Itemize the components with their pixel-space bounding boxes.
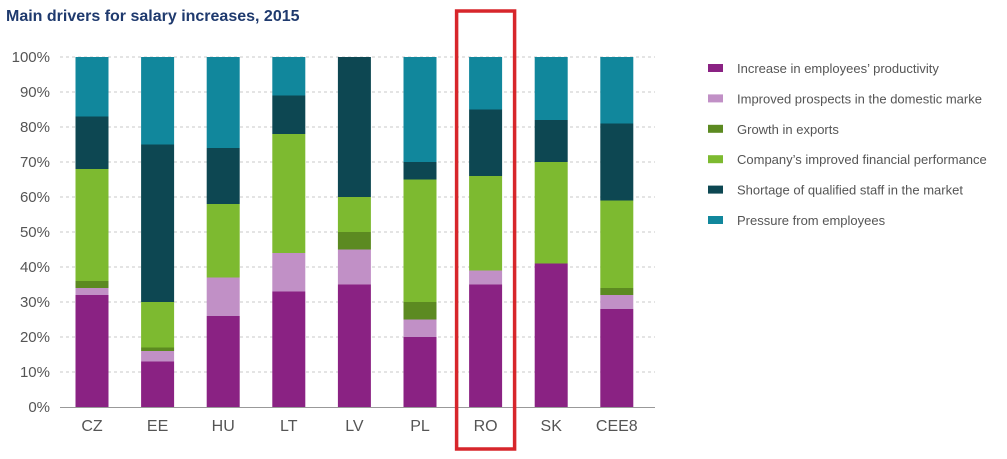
bar-ro-increase-in-employees-productivity xyxy=(469,284,503,407)
legend-label-increase-in-employees-productivity: Increase in employees’ productivity xyxy=(737,61,939,76)
bar-ee-pressure-from-employees xyxy=(141,57,175,145)
bar-sk-shortage-of-qualified-staff-in-the-market xyxy=(534,120,568,162)
y-tick-label: 10% xyxy=(20,364,50,381)
bar-pl-increase-in-employees-productivity xyxy=(403,337,437,407)
bar-lv-growth-in-exports xyxy=(337,232,371,250)
x-axis-tick-labels: CZ EE HU LT LV PL RO SK CEE8 xyxy=(81,418,637,435)
bar-pl-growth-in-exports xyxy=(403,302,437,320)
legend-swatch-company-s-improved-financial-performance xyxy=(708,155,723,164)
bar-cee8-company-s-improved-financial-performance xyxy=(600,200,634,288)
legend-swatch-pressure-from-employees xyxy=(708,216,723,224)
bar-lv-improved-prospects-in-the-domestic-marke xyxy=(337,249,371,285)
bar-ee-improved-prospects-in-the-domestic-marke xyxy=(141,351,175,362)
bar-hu-improved-prospects-in-the-domestic-marke xyxy=(206,277,240,316)
legend-swatch-increase-in-employees-productivity xyxy=(708,64,723,72)
bar-pl-shortage-of-qualified-staff-in-the-market xyxy=(403,162,437,180)
bar-cz-company-s-improved-financial-performance xyxy=(75,169,109,281)
bar-lt-shortage-of-qualified-staff-in-the-market xyxy=(272,95,306,134)
y-tick-label: 30% xyxy=(20,294,50,311)
bar-lt-improved-prospects-in-the-domestic-marke xyxy=(272,253,306,292)
bar-cee8-improved-prospects-in-the-domestic-marke xyxy=(600,295,634,309)
bar-lv-increase-in-employees-productivity xyxy=(337,284,371,407)
bar-hu-pressure-from-employees xyxy=(206,57,240,148)
x-tick-label-lt: LT xyxy=(280,418,298,435)
y-tick-label: 100% xyxy=(12,49,50,66)
y-axis-tick-labels: 0% 10% 20% 30% 40% 50% 60% 70% 80% 90% 100% xyxy=(12,49,50,416)
bar-pl-improved-prospects-in-the-domestic-marke xyxy=(403,319,437,337)
bar-lt-increase-in-employees-productivity xyxy=(272,291,306,407)
bar-pl-pressure-from-employees xyxy=(403,57,437,162)
y-tick-label: 90% xyxy=(20,84,50,101)
legend-label-shortage-of-qualified-staff-in-the-market: Shortage of qualified staff in the marke… xyxy=(737,183,963,198)
legend: Increase in employees’ productivity Impro… xyxy=(708,61,987,228)
bar-pl-company-s-improved-financial-performance xyxy=(403,179,437,302)
y-tick-label: 70% xyxy=(20,154,50,171)
bar-sk-increase-in-employees-productivity xyxy=(534,263,568,407)
y-tick-label: 0% xyxy=(28,399,50,416)
bar-ro-improved-prospects-in-the-domestic-marke xyxy=(469,270,503,285)
bar-cee8-shortage-of-qualified-staff-in-the-market xyxy=(600,123,634,201)
y-tick-label: 50% xyxy=(20,224,50,241)
legend-swatch-improved-prospects-in-the-domestic-marke xyxy=(708,94,723,103)
bar-ee-company-s-improved-financial-performance xyxy=(141,302,175,348)
x-tick-label-lv: LV xyxy=(345,418,364,435)
bars xyxy=(75,57,634,407)
legend-label-growth-in-exports: Growth in exports xyxy=(737,122,839,137)
bar-cz-improved-prospects-in-the-domestic-marke xyxy=(75,288,109,295)
bar-cz-growth-in-exports xyxy=(75,281,109,288)
y-tick-label: 80% xyxy=(20,119,50,136)
bar-hu-increase-in-employees-productivity xyxy=(206,316,240,407)
bar-ee-growth-in-exports xyxy=(141,347,175,351)
chart-title: Main drivers for salary increases, 2015 xyxy=(6,8,300,25)
legend-swatch-shortage-of-qualified-staff-in-the-market xyxy=(708,185,723,194)
bar-ro-company-s-improved-financial-performance xyxy=(469,176,503,271)
bar-cee8-increase-in-employees-productivity xyxy=(600,309,634,407)
bar-cz-pressure-from-employees xyxy=(75,57,109,117)
x-tick-label-ee: EE xyxy=(147,418,168,435)
bar-cz-increase-in-employees-productivity xyxy=(75,295,109,407)
bar-lt-pressure-from-employees xyxy=(272,57,306,96)
legend-label-company-s-improved-financial-performance: Company’s improved financial performance xyxy=(737,152,987,167)
x-tick-label-ro: RO xyxy=(474,418,498,435)
bar-cee8-growth-in-exports xyxy=(600,288,634,295)
x-tick-label-cz: CZ xyxy=(81,418,103,435)
y-tick-label: 20% xyxy=(20,329,50,346)
bar-hu-shortage-of-qualified-staff-in-the-market xyxy=(206,148,240,204)
y-tick-label: 60% xyxy=(20,189,50,206)
bar-lv-shortage-of-qualified-staff-in-the-market xyxy=(337,57,371,197)
x-tick-label-sk: SK xyxy=(541,418,563,435)
bar-hu-company-s-improved-financial-performance xyxy=(206,204,240,278)
bar-ro-pressure-from-employees xyxy=(469,57,503,110)
bar-lv-company-s-improved-financial-performance xyxy=(337,197,371,232)
legend-label-improved-prospects-in-the-domestic-marke: Improved prospects in the domestic marke xyxy=(737,91,982,106)
bar-cz-shortage-of-qualified-staff-in-the-market xyxy=(75,116,109,169)
legend-label-pressure-from-employees: Pressure from employees xyxy=(737,213,886,228)
bar-ee-shortage-of-qualified-staff-in-the-market xyxy=(141,144,175,302)
x-tick-label-hu: HU xyxy=(212,418,235,435)
y-tick-label: 40% xyxy=(20,259,50,276)
bar-cee8-pressure-from-employees xyxy=(600,57,634,124)
highlight-box-ro xyxy=(454,9,517,451)
legend-swatch-growth-in-exports xyxy=(708,124,723,133)
bar-ee-increase-in-employees-productivity xyxy=(141,361,175,407)
bar-sk-company-s-improved-financial-performance xyxy=(534,162,568,264)
x-tick-label-cee8: CEE8 xyxy=(596,418,638,435)
bar-ro-shortage-of-qualified-staff-in-the-market xyxy=(469,109,503,176)
bar-sk-pressure-from-employees xyxy=(534,57,568,120)
x-tick-label-pl: PL xyxy=(410,418,430,435)
bar-lt-company-s-improved-financial-performance xyxy=(272,134,306,253)
